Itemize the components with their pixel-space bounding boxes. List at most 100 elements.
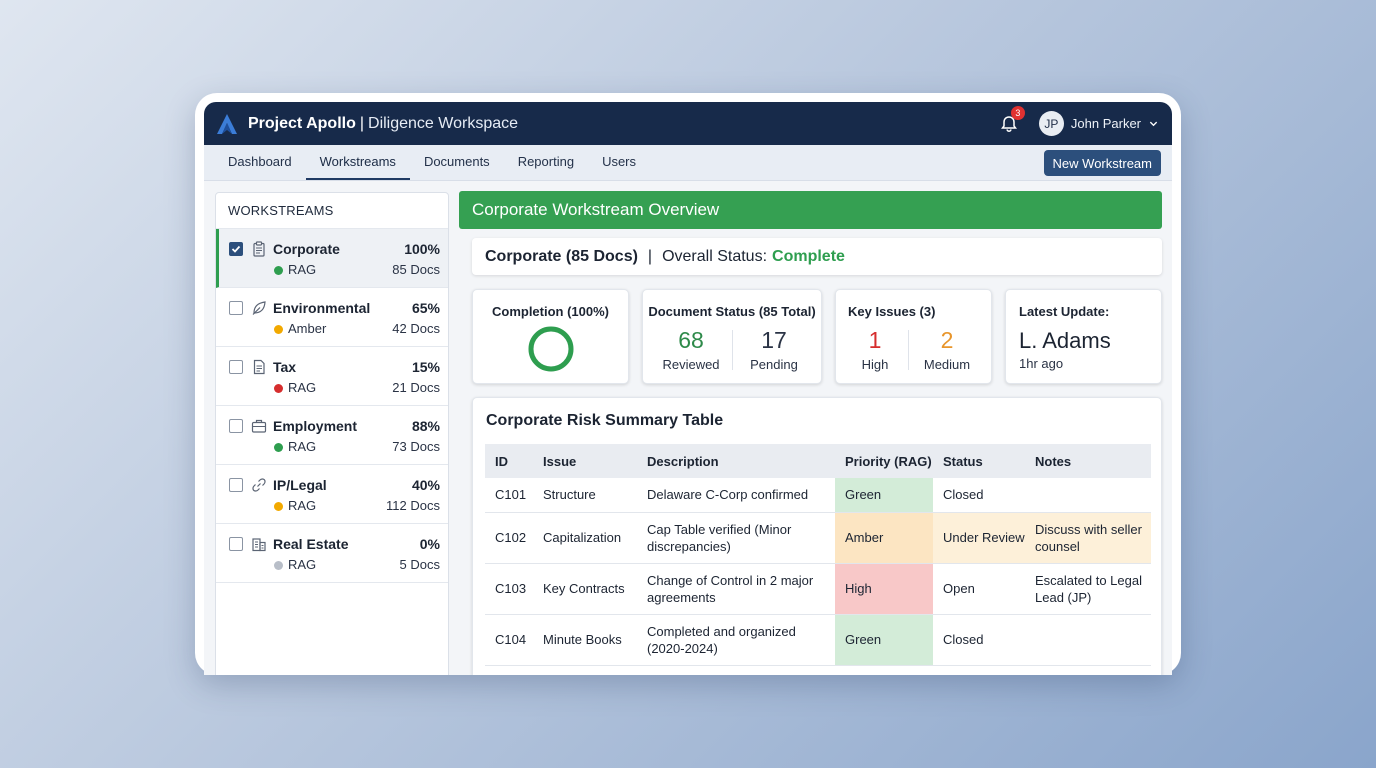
- column-header[interactable]: Priority (RAG): [835, 444, 933, 478]
- column-header[interactable]: ID: [485, 444, 533, 478]
- leaf-icon: [252, 301, 266, 315]
- top-bar: Project Apollo | Diligence Workspace 3 J…: [204, 102, 1172, 145]
- checkbox[interactable]: [229, 537, 243, 551]
- sidebar-item-corporate[interactable]: Corporate 100% RAG 85 Docs: [216, 229, 448, 288]
- notifications-button[interactable]: 3: [999, 105, 1025, 134]
- completion-ring-fill: [528, 326, 574, 372]
- sidebar-item-label: Tax: [273, 359, 297, 375]
- sidebar-item-label: Corporate: [273, 241, 340, 257]
- table-row[interactable]: C104 Minute Books Completed and organize…: [485, 614, 1151, 666]
- table-row[interactable]: C102 Capitalization Cap Table verified (…: [485, 512, 1151, 564]
- cell-issue: Structure: [533, 478, 637, 513]
- cell-issue: Capitalization: [533, 512, 637, 564]
- metric-divider: [732, 330, 733, 370]
- table-row[interactable]: C101 Structure Delaware C-Corp confirmed…: [485, 478, 1151, 513]
- key-issues-card: Key Issues (3) 1 High 2 Medium: [835, 289, 992, 384]
- sidebar-item-environmental[interactable]: Environmental 65% Amber 42 Docs: [216, 288, 448, 347]
- app-title: Project Apollo: [248, 114, 356, 132]
- status-label: Overall Status:: [662, 247, 768, 265]
- rag-status-dot: [274, 325, 283, 334]
- document-status-title: Document Status (85 Total): [648, 304, 816, 319]
- checkbox[interactable]: [229, 301, 243, 315]
- sidebar-item-rag: RAG: [288, 380, 317, 395]
- cell-description: Cap Table verified (Minor discrepancies): [637, 512, 835, 564]
- topbar-right: 3 JP John Parker: [999, 105, 1158, 136]
- sidebar-item-docs: 5 Docs: [399, 557, 440, 572]
- tab-reporting[interactable]: Reporting: [517, 154, 575, 169]
- high-issues-label: High: [861, 357, 889, 372]
- cell-status: Under Review: [933, 512, 1025, 564]
- sidebar-item-employment[interactable]: Employment 88% RAG 73 Docs: [216, 406, 448, 465]
- sidebar-item-docs: 85 Docs: [392, 262, 440, 277]
- sidebar-item-real-estate[interactable]: Real Estate 0% RAG 5 Docs: [216, 524, 448, 583]
- clipboard-icon: [253, 241, 265, 257]
- sidebar-item-percent: 40%: [411, 477, 440, 493]
- cell-description: Delaware C-Corp confirmed: [637, 478, 835, 513]
- column-header[interactable]: Status: [933, 444, 1025, 478]
- tab-dashboard[interactable]: Dashboard: [228, 154, 292, 169]
- latest-update-name: L. Adams: [1019, 328, 1111, 353]
- sidebar-item-label: Real Estate: [273, 536, 349, 552]
- apollo-logo-icon: [217, 113, 237, 134]
- risk-summary-table: ID Issue Description Priority (RAG) Stat…: [485, 444, 1151, 666]
- reviewed-count: 68: [678, 327, 704, 353]
- sidebar-item-docs: 42 Docs: [392, 321, 440, 336]
- avatar[interactable]: JP: [1038, 111, 1064, 136]
- status-workstream-title: Corporate (85 Docs): [485, 247, 638, 265]
- user-name[interactable]: John Parker: [1070, 116, 1141, 131]
- cell-priority: Green: [835, 478, 933, 513]
- checkbox[interactable]: [229, 360, 243, 374]
- rag-status-dot: [274, 561, 283, 570]
- tab-workstreams[interactable]: Workstreams: [305, 145, 410, 180]
- table-row[interactable]: C103 Key Contracts Change of Control in …: [485, 563, 1151, 615]
- status-badge: Complete: [772, 247, 845, 265]
- reviewed-label: Reviewed: [662, 357, 720, 372]
- sidebar-item-rag: RAG: [288, 439, 317, 454]
- sidebar-item-docs: 21 Docs: [392, 380, 440, 395]
- cell-priority: Amber: [835, 512, 933, 564]
- cell-status: Open: [933, 563, 1025, 615]
- high-issues-count: 1: [868, 327, 882, 353]
- column-header[interactable]: Notes: [1025, 444, 1151, 478]
- risk-summary-panel: Corporate Risk Summary Table ID Issue De…: [472, 397, 1162, 675]
- sidebar-item-tax[interactable]: Tax 15% RAG 21 Docs: [216, 347, 448, 406]
- latest-update-time: 1hr ago: [1019, 356, 1064, 371]
- checkbox-checked[interactable]: [229, 242, 243, 256]
- tab-users[interactable]: Users: [602, 154, 637, 169]
- medium-issues-count: 2: [940, 327, 954, 353]
- column-header[interactable]: Issue: [533, 444, 637, 478]
- key-issues-title: Key Issues (3): [848, 304, 936, 319]
- cell-notes: Escalated to Legal Lead (JP): [1025, 563, 1151, 615]
- latest-update-title: Latest Update:: [1019, 304, 1110, 319]
- checkbox[interactable]: [229, 478, 243, 492]
- sidebar-item-docs: 73 Docs: [392, 439, 440, 454]
- rag-status-dot: [274, 384, 283, 393]
- briefcase-icon: [251, 419, 267, 433]
- completion-ring: [528, 326, 574, 372]
- sidebar-item-ip-legal[interactable]: IP/Legal 40% RAG 112 Docs: [216, 465, 448, 524]
- sidebar-item-rag: Amber: [288, 321, 327, 336]
- tab-documents[interactable]: Documents: [423, 154, 490, 169]
- pending-label: Pending: [750, 357, 798, 372]
- sidebar-item-docs: 112 Docs: [386, 498, 440, 513]
- cell-notes: [1025, 614, 1151, 666]
- cell-notes: Discuss with seller counsel: [1025, 512, 1151, 564]
- new-workstream-button[interactable]: New Workstream: [1043, 150, 1161, 176]
- document-icon: [253, 359, 265, 375]
- cell-issue: Key Contracts: [533, 563, 637, 615]
- cell-status: Closed: [933, 614, 1025, 666]
- cell-id: C101: [485, 478, 533, 513]
- link-icon: [252, 478, 266, 492]
- cell-description: Completed and organized (2020-2024): [637, 614, 835, 666]
- high-issues-metric: 1 High: [842, 327, 908, 372]
- risk-table-title: Corporate Risk Summary Table: [486, 412, 724, 429]
- overall-status-bar: Corporate (85 Docs) | Overall Status: Co…: [472, 238, 1162, 275]
- notification-badge: 3: [1010, 105, 1025, 120]
- cell-description: Change of Control in 2 major agreements: [637, 563, 835, 615]
- chevron-down-icon[interactable]: [1149, 119, 1158, 128]
- column-header[interactable]: Description: [637, 444, 835, 478]
- checkbox[interactable]: [229, 419, 243, 433]
- sidebar-item-rag: RAG: [288, 557, 317, 572]
- metric-divider: [908, 330, 909, 370]
- cell-status: Closed: [933, 478, 1025, 513]
